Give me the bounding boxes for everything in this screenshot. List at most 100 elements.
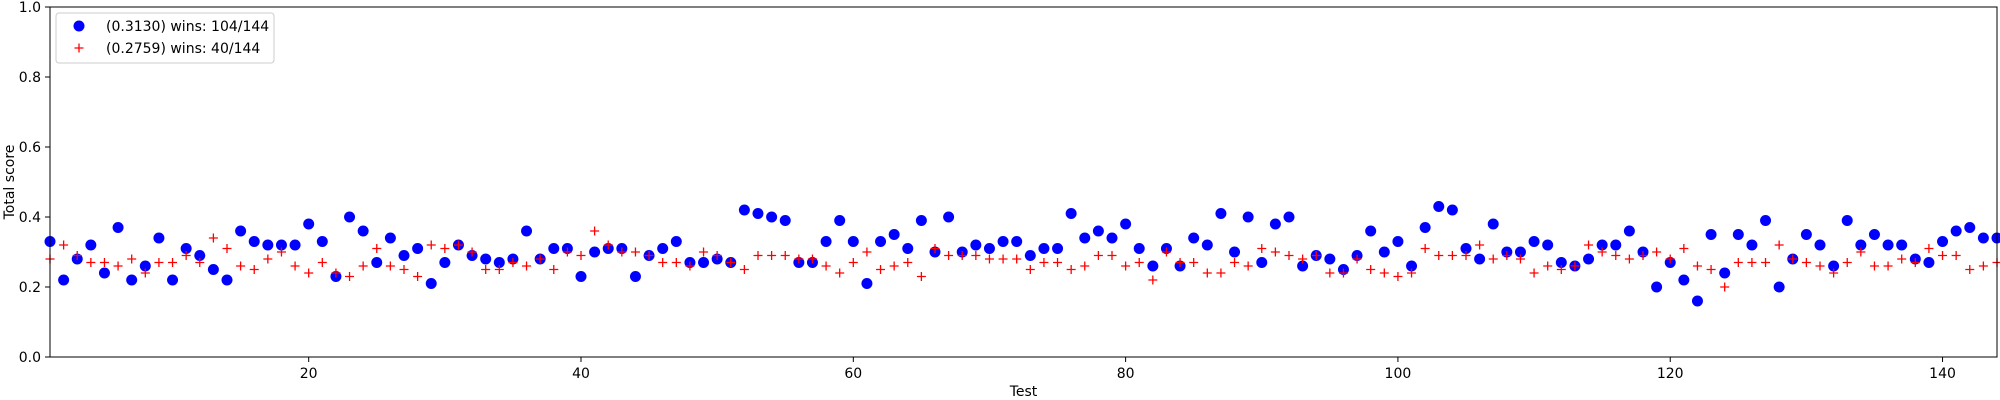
- data-point-series-2: [1638, 251, 1648, 260]
- x-tick-label: 100: [1385, 366, 1412, 382]
- data-point-series-1: [943, 211, 955, 223]
- data-point-series-2: [1284, 251, 1294, 260]
- data-point-series-1: [153, 232, 165, 244]
- data-point-series-1: [221, 274, 233, 286]
- data-point-series-2: [86, 258, 96, 267]
- data-point-series-2: [562, 247, 572, 257]
- data-point-series-2: [467, 247, 477, 257]
- data-point-series-1: [1732, 229, 1744, 240]
- data-point-series-2: [1379, 268, 1389, 278]
- data-point-series-2: [1774, 240, 1784, 250]
- data-point-series-2: [372, 244, 382, 253]
- y-tick-label: 0.8: [19, 70, 41, 86]
- data-point-series-2: [767, 251, 777, 260]
- data-point-series-2: [1978, 261, 1988, 271]
- data-point-series-1: [1133, 243, 1145, 254]
- data-point-series-2: [1202, 268, 1212, 278]
- legend: (0.3130) wins: 104/144 (0.2759) wins: 40…: [55, 12, 275, 64]
- data-point-series-2: [1366, 265, 1376, 274]
- data-point-series-1: [1229, 246, 1241, 258]
- y-axis-title: Total score: [2, 145, 18, 221]
- data-point-series-1: [1297, 260, 1309, 272]
- data-point-series-2: [1025, 265, 1035, 274]
- data-point-series-2: [930, 244, 940, 253]
- data-point-series-1: [1256, 257, 1268, 268]
- data-point-series-1: [1024, 250, 1036, 261]
- data-point-series-1: [915, 215, 927, 226]
- data-point-series-2: [195, 258, 205, 267]
- data-point-series-1: [820, 236, 832, 247]
- data-point-series-1: [875, 236, 887, 247]
- data-point-series-1: [970, 239, 982, 251]
- y-tick-label: 0.4: [19, 210, 41, 226]
- data-point-series-2: [1257, 244, 1267, 253]
- data-point-series-2: [1407, 268, 1417, 278]
- data-point-series-2: [358, 261, 368, 271]
- data-point-series-1: [888, 229, 900, 240]
- data-point-series-1: [344, 211, 356, 223]
- data-point-series-2: [440, 244, 450, 253]
- data-point-series-1: [1814, 239, 1826, 251]
- y-tick-label: 0.0: [19, 350, 41, 366]
- data-point-series-1: [439, 257, 451, 268]
- data-point-series-1: [248, 236, 260, 247]
- y-tick-label: 1.0: [19, 0, 41, 16]
- data-point-series-1: [1623, 225, 1635, 237]
- data-point-series-1: [1324, 253, 1336, 265]
- data-point-series-1: [425, 278, 437, 289]
- data-point-series-1: [575, 271, 587, 282]
- data-point-series-1: [1201, 239, 1213, 251]
- data-point-series-2: [1066, 265, 1076, 274]
- data-point-series-2: [848, 258, 858, 267]
- data-point-series-1: [1365, 225, 1377, 237]
- data-point-series-1: [1433, 201, 1445, 212]
- data-point-series-2: [1624, 254, 1634, 264]
- data-point-series-1: [1923, 257, 1935, 268]
- data-point-series-1: [1991, 232, 2000, 244]
- data-point-series-2: [699, 247, 709, 257]
- data-point-series-1: [1378, 246, 1390, 258]
- data-point-series-1: [1896, 239, 1908, 251]
- data-point-series-2: [1692, 261, 1702, 271]
- data-point-series-2: [1298, 254, 1308, 264]
- data-point-series-1: [1419, 222, 1431, 233]
- data-point-series-2: [399, 265, 409, 274]
- data-point-series-1: [194, 250, 206, 261]
- data-point-series-1: [180, 243, 192, 254]
- legend-entry-series-1: (0.3130) wins: 104/144: [106, 19, 269, 35]
- data-point-series-2: [1910, 258, 1920, 267]
- data-point-series-2: [127, 254, 137, 264]
- data-point-series-2: [1243, 261, 1253, 271]
- data-point-series-1: [1555, 257, 1567, 268]
- data-point-series-1: [738, 204, 750, 216]
- data-point-series-2: [508, 258, 518, 267]
- data-point-series-2: [1338, 268, 1348, 278]
- data-point-series-2: [385, 261, 395, 271]
- data-point-series-2: [140, 268, 150, 278]
- data-point-series-1: [589, 246, 601, 258]
- x-tick-label: 80: [1117, 366, 1135, 382]
- data-point-series-2: [276, 247, 286, 257]
- y-tick-label: 0.6: [19, 140, 41, 156]
- data-point-series-1: [1283, 211, 1295, 223]
- data-point-series-1: [698, 257, 710, 268]
- data-point-series-2: [971, 251, 981, 260]
- data-point-series-1: [85, 239, 97, 251]
- data-point-series-2: [331, 268, 341, 278]
- data-point-series-1: [1079, 232, 1091, 244]
- data-point-series-1: [1583, 253, 1595, 265]
- data-point-series-2: [1230, 258, 1240, 267]
- data-point-series-1: [303, 218, 315, 230]
- legend-box: [55, 12, 275, 64]
- data-point-series-2: [780, 251, 790, 260]
- data-point-series-2: [1556, 265, 1566, 274]
- data-point-series-2: [1924, 244, 1934, 253]
- data-point-series-2: [644, 251, 654, 260]
- data-point-series-2: [753, 251, 763, 260]
- data-point-series-2: [1434, 251, 1444, 260]
- data-point-series-2: [889, 261, 899, 271]
- data-point-series-1: [493, 257, 505, 268]
- data-point-series-2: [1420, 244, 1430, 253]
- data-point-series-2: [984, 254, 994, 264]
